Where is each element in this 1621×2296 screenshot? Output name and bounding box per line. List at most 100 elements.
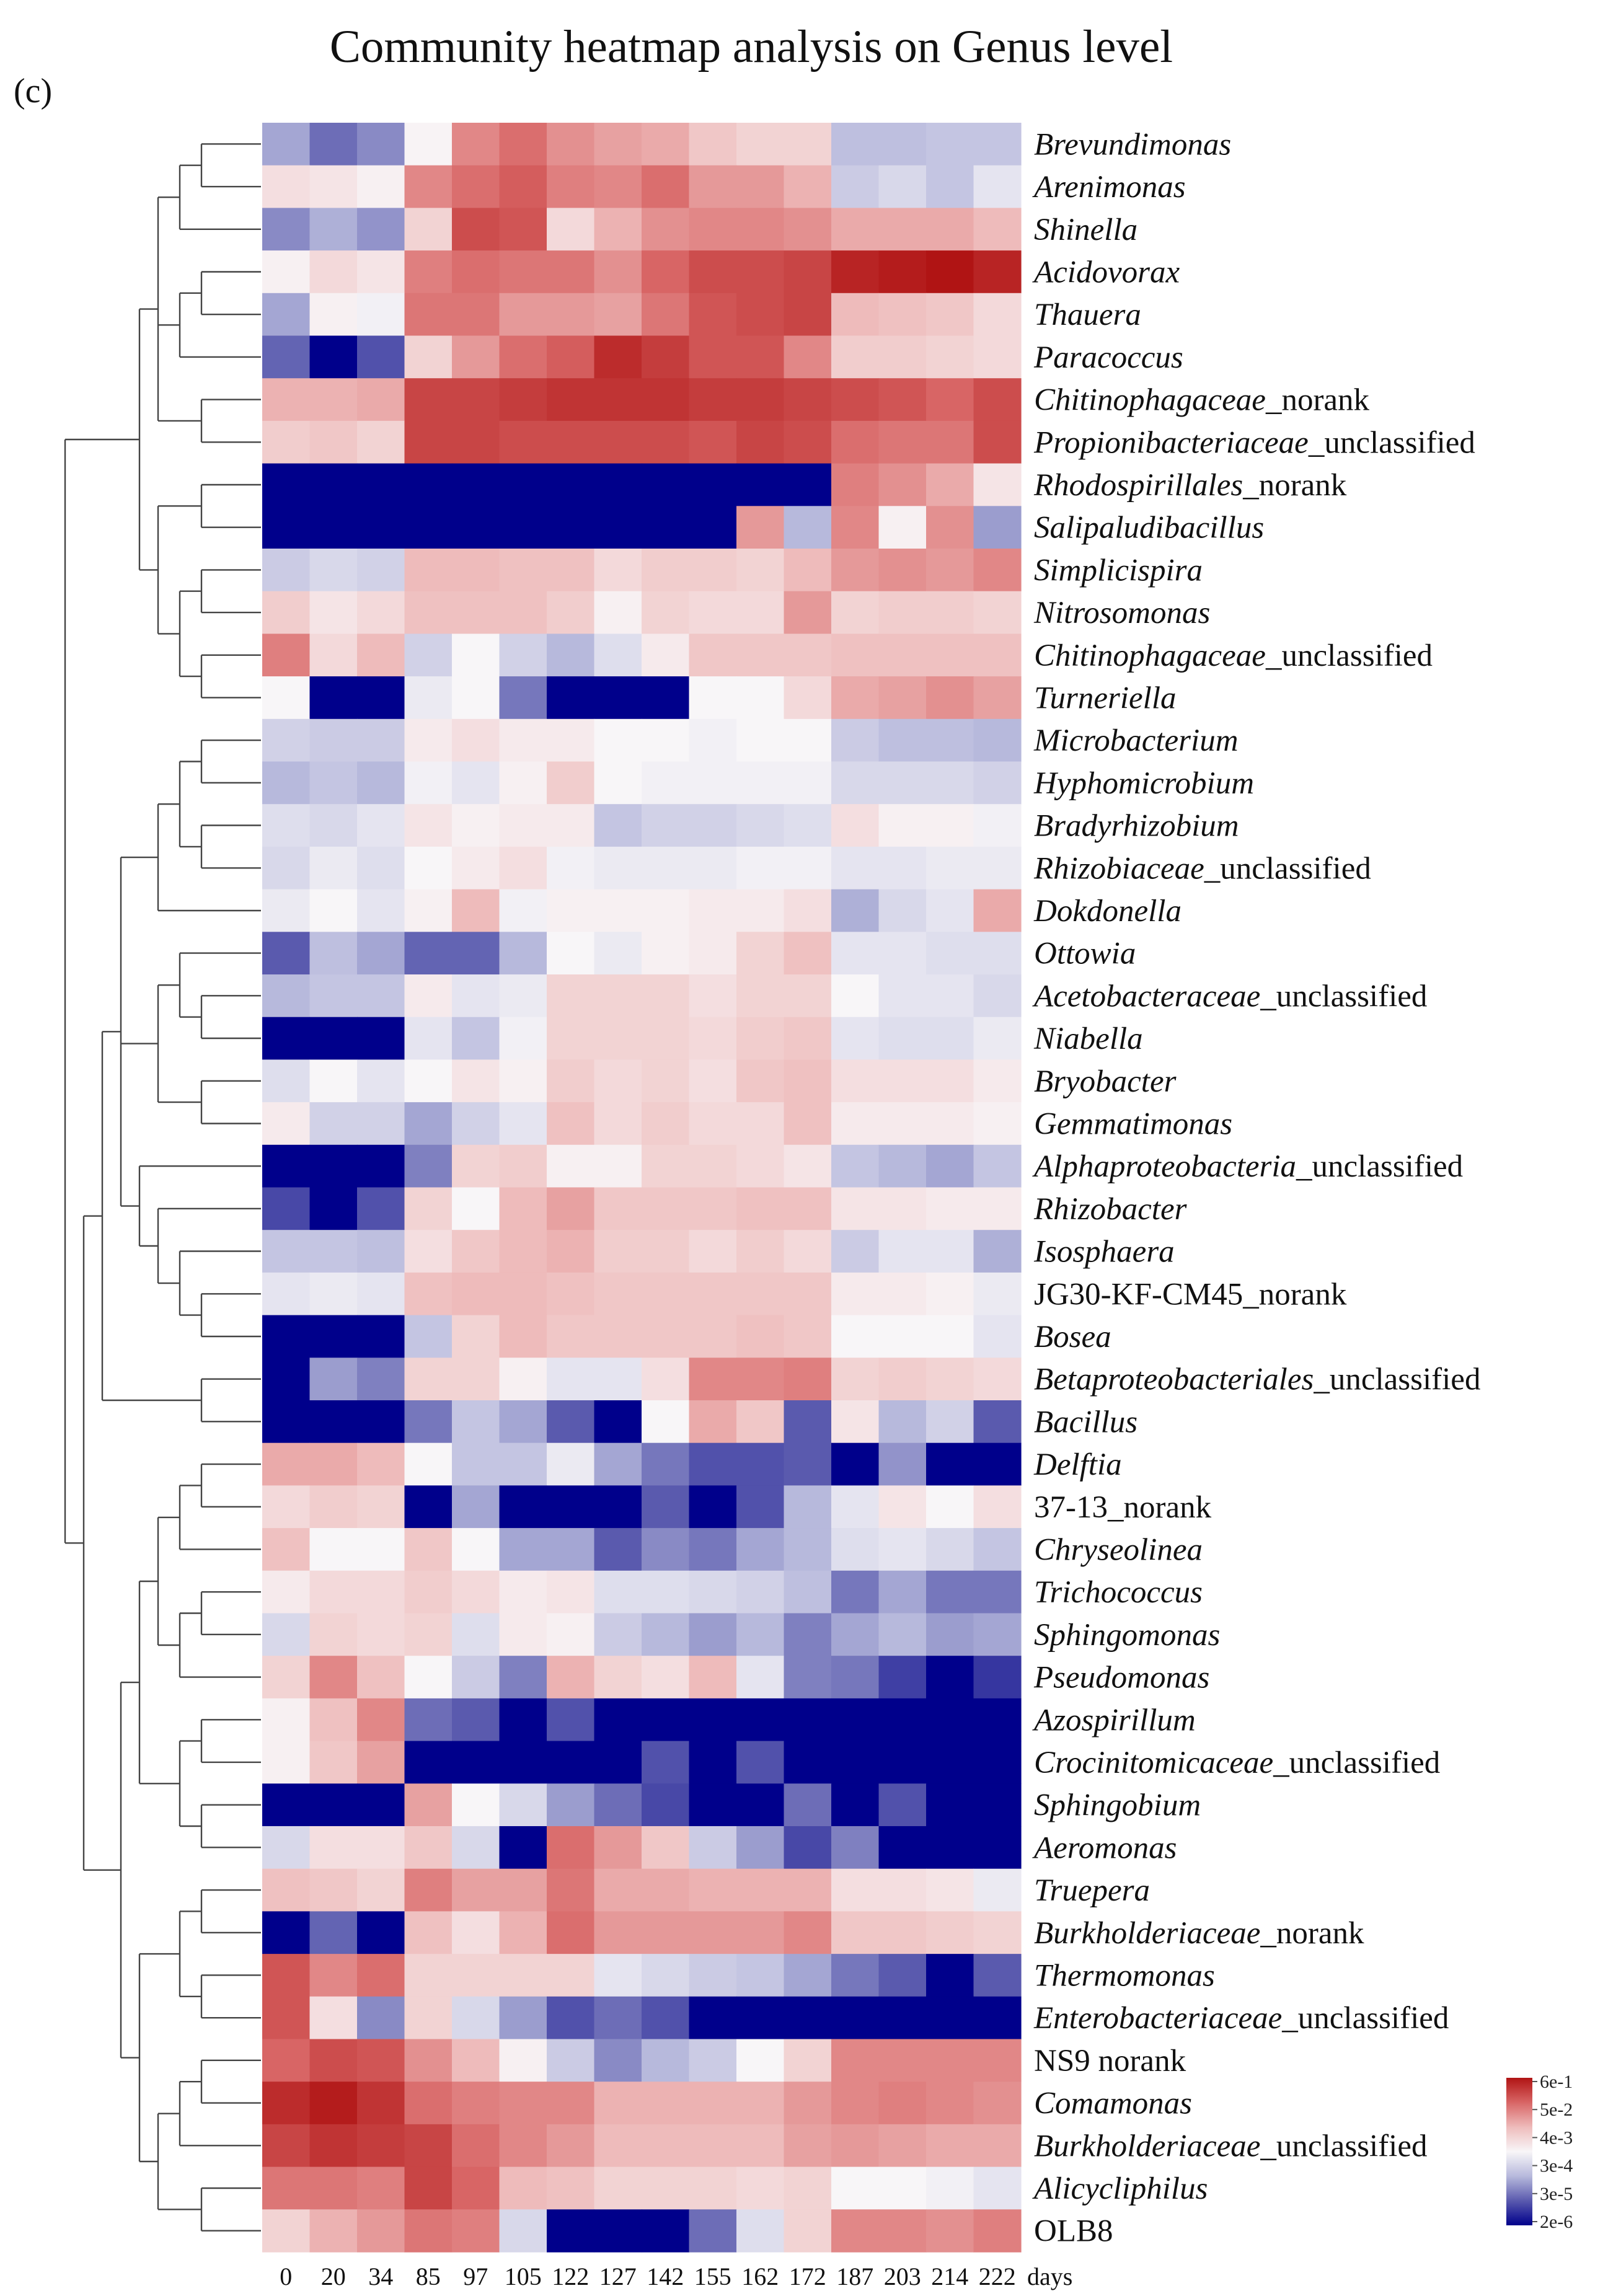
heatmap-cell xyxy=(736,804,785,847)
color-legend: 6e-1 5e-2 4e-3 3e-4 3e-5 2e-6 xyxy=(1506,2072,1573,2232)
heatmap-cell xyxy=(878,208,927,251)
row-label: Alphaproteobacteria_unclassified xyxy=(1032,1149,1463,1184)
heatmap-cell xyxy=(499,2166,547,2210)
heatmap-cell xyxy=(642,1272,690,1316)
heatmap-cell xyxy=(309,293,358,337)
heatmap-cell xyxy=(878,250,927,294)
heatmap-cell xyxy=(831,420,880,464)
heatmap-cell xyxy=(594,1187,642,1230)
heatmap-cell xyxy=(594,165,642,208)
heatmap-cell xyxy=(831,1230,880,1273)
heatmap-cell xyxy=(357,1996,405,2040)
heatmap-cell xyxy=(404,634,453,677)
heatmap-cell xyxy=(926,250,974,294)
heatmap-cell xyxy=(309,1656,358,1699)
heatmap-cell xyxy=(926,634,974,677)
heatmap-cell xyxy=(452,2124,500,2168)
heatmap-cell xyxy=(357,1442,405,1486)
heatmap-cell xyxy=(689,846,737,890)
heatmap-cell xyxy=(309,2166,358,2210)
heatmap-cell xyxy=(736,1272,785,1316)
row-label: Gemmatimonas xyxy=(1034,1107,1232,1142)
row-label: 37-13_norank xyxy=(1034,1490,1212,1525)
heatmap-cell xyxy=(642,761,690,805)
heatmap-cell xyxy=(499,378,547,422)
row-label: Propionibacteriaceae_unclassified xyxy=(1033,425,1475,460)
heatmap-cell xyxy=(831,1868,880,1912)
heatmap-cell xyxy=(973,1315,1022,1358)
heatmap-cell xyxy=(309,549,358,592)
heatmap-cell xyxy=(831,123,880,166)
row-label: Rhodospirillales_norank xyxy=(1033,468,1347,503)
x-unit-label: days xyxy=(1027,2263,1072,2290)
heatmap-cell xyxy=(452,1400,500,1444)
heatmap-cell xyxy=(404,2039,453,2082)
heatmap-cell xyxy=(831,1315,880,1358)
heatmap-cell xyxy=(309,676,358,720)
heatmap-cell xyxy=(594,591,642,634)
heatmap-cell xyxy=(262,1613,311,1656)
heatmap-cell xyxy=(404,2124,453,2168)
heatmap-cell xyxy=(499,1996,547,2040)
heatmap-cell xyxy=(357,761,405,805)
heatmap-cell xyxy=(404,1187,453,1230)
heatmap-cell xyxy=(736,1059,785,1103)
heatmap-cell xyxy=(499,1954,547,1997)
heatmap-cell xyxy=(878,2209,927,2253)
heatmap-cell xyxy=(736,420,785,464)
heatmap-cell xyxy=(973,1059,1022,1103)
row-label: Salipaludibacillus xyxy=(1034,511,1264,545)
heatmap-cell xyxy=(594,1102,642,1146)
heatmap-cell xyxy=(689,1868,737,1912)
heatmap-cell xyxy=(499,1741,547,1784)
heatmap-cell xyxy=(404,335,453,379)
heatmap-cell xyxy=(499,293,547,337)
heatmap-cell xyxy=(831,1187,880,1230)
heatmap-cell xyxy=(784,634,832,677)
heatmap-cell xyxy=(689,2039,737,2082)
heatmap-cell xyxy=(357,2124,405,2168)
heatmap-cell xyxy=(547,1485,595,1529)
heatmap-cell xyxy=(309,1783,358,1827)
heatmap-cell xyxy=(831,1358,880,1401)
heatmap-cell xyxy=(547,1400,595,1444)
heatmap-cell xyxy=(262,2166,311,2210)
heatmap-cell xyxy=(926,1230,974,1273)
heatmap-cell xyxy=(736,1741,785,1784)
legend-label: 4e-3 xyxy=(1540,2127,1573,2148)
heatmap-cell xyxy=(262,1656,311,1699)
heatmap-cell xyxy=(452,1528,500,1571)
heatmap-cell xyxy=(262,1017,311,1060)
heatmap-cell xyxy=(499,420,547,464)
heatmap-cell xyxy=(973,1783,1022,1827)
heatmap-cell xyxy=(736,1315,785,1358)
heatmap-cell xyxy=(831,293,880,337)
heatmap-cell xyxy=(973,165,1022,208)
column-label: 122 xyxy=(552,2263,589,2290)
heatmap-cell xyxy=(547,378,595,422)
heatmap-cell xyxy=(784,2209,832,2253)
heatmap-cell xyxy=(357,1868,405,1912)
heatmap-cell xyxy=(499,335,547,379)
heatmap-cell xyxy=(547,1442,595,1486)
heatmap-cell xyxy=(831,634,880,677)
heatmap-cell xyxy=(594,335,642,379)
heatmap-cell xyxy=(784,932,832,975)
heatmap-cell xyxy=(594,123,642,166)
heatmap-cell xyxy=(499,165,547,208)
heatmap-cell xyxy=(357,1656,405,1699)
heatmap-cell xyxy=(642,420,690,464)
heatmap-cell xyxy=(689,761,737,805)
heatmap-cell xyxy=(404,1315,453,1358)
heatmap-cell xyxy=(309,1911,358,1954)
heatmap-cell xyxy=(878,1783,927,1827)
heatmap-cell xyxy=(547,676,595,720)
row-label: Rhizobiaceae_unclassified xyxy=(1033,851,1371,886)
heatmap-cell xyxy=(736,1102,785,1146)
heatmap-cell xyxy=(878,974,927,1018)
heatmap-cell xyxy=(878,2166,927,2210)
heatmap-cell xyxy=(452,2209,500,2253)
heatmap-cell xyxy=(547,1272,595,1316)
heatmap-cell xyxy=(357,1059,405,1103)
heatmap-cell xyxy=(878,1400,927,1444)
